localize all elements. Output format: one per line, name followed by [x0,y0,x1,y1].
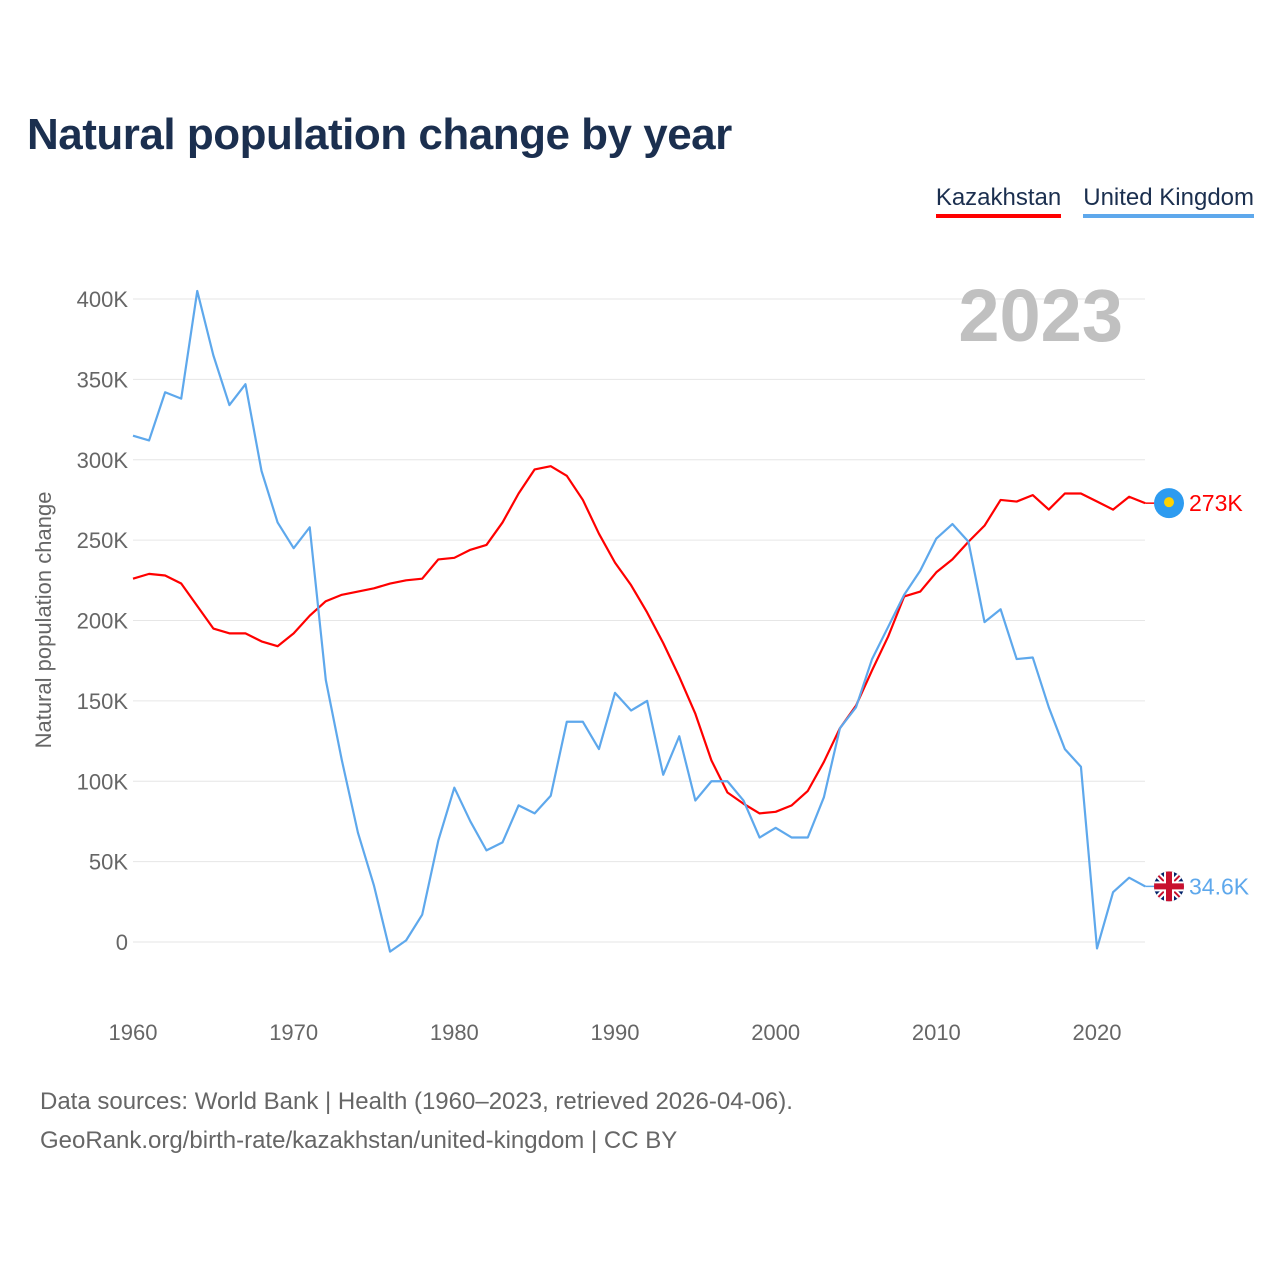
y-tick-label: 150K [77,689,129,714]
footer-sources: Data sources: World Bank | Health (1960–… [40,1088,793,1115]
y-tick-label: 50K [89,850,128,875]
y-tick-label: 100K [77,769,129,794]
x-tick-label: 2020 [1073,1020,1122,1045]
y-tick-label: 400K [77,287,129,312]
y-tick-label: 0 [116,930,128,955]
chart-title: Natural population change by year [27,110,732,159]
footer-link[interactable]: GeoRank.org/birth-rate/kazakhstan/united… [40,1127,678,1154]
end-value-label: 34.6K [1189,873,1250,899]
y-axis-label: Natural population change [31,492,56,749]
y-tick-label: 250K [77,528,129,553]
x-tick-label: 1970 [269,1020,318,1045]
legend-kazakhstan[interactable]: Kazakhstan [935,184,1062,218]
y-tick-label: 200K [77,609,129,634]
x-tick-label: 1990 [591,1020,640,1045]
uk-flag-icon [1154,871,1184,902]
x-tick-label: 2010 [912,1020,961,1045]
year-label: 2023 [958,274,1123,357]
y-tick-label: 300K [77,448,129,473]
y-tick-label: 350K [77,367,129,392]
kazakhstan-flag-sun [1164,497,1174,508]
uk-flag-part [1166,871,1172,902]
x-tick-label: 1980 [430,1020,479,1045]
legend-united-kingdom[interactable]: United Kingdom [1083,184,1254,218]
end-value-label: 273K [1189,490,1243,516]
series-line-kazakhstan [132,465,1146,815]
legend: Kazakhstan United Kingdom [935,184,1254,218]
x-tick-label: 1960 [109,1020,158,1045]
x-tick-label: 2000 [751,1020,800,1045]
series-line-united-kingdom [132,289,1146,953]
